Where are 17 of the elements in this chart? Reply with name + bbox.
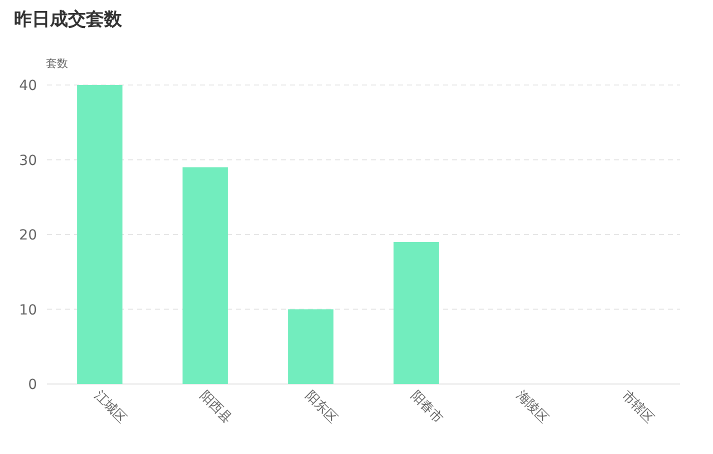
y-axis-title: 套数 (46, 57, 68, 70)
bar (182, 167, 228, 384)
y-tick-label: 20 (19, 228, 37, 244)
x-tick-label: 阳东区 (302, 388, 340, 426)
x-tick-label: 市辖区 (618, 388, 657, 426)
bar (77, 85, 122, 384)
x-tick-label: 阳春市 (407, 388, 446, 426)
y-tick-label: 30 (19, 152, 37, 169)
x-tick-label: 海陵区 (512, 388, 552, 426)
y-tick-label: 10 (19, 302, 37, 318)
bar (394, 242, 439, 384)
y-tick-label: 40 (19, 78, 37, 94)
x-tick-label: 阳西县 (196, 388, 235, 426)
y-tick-label: 0 (28, 377, 37, 393)
x-tick-label: 江城区 (90, 388, 130, 426)
chart-title: 昨日成交套数 (14, 9, 123, 30)
bar (288, 309, 334, 384)
